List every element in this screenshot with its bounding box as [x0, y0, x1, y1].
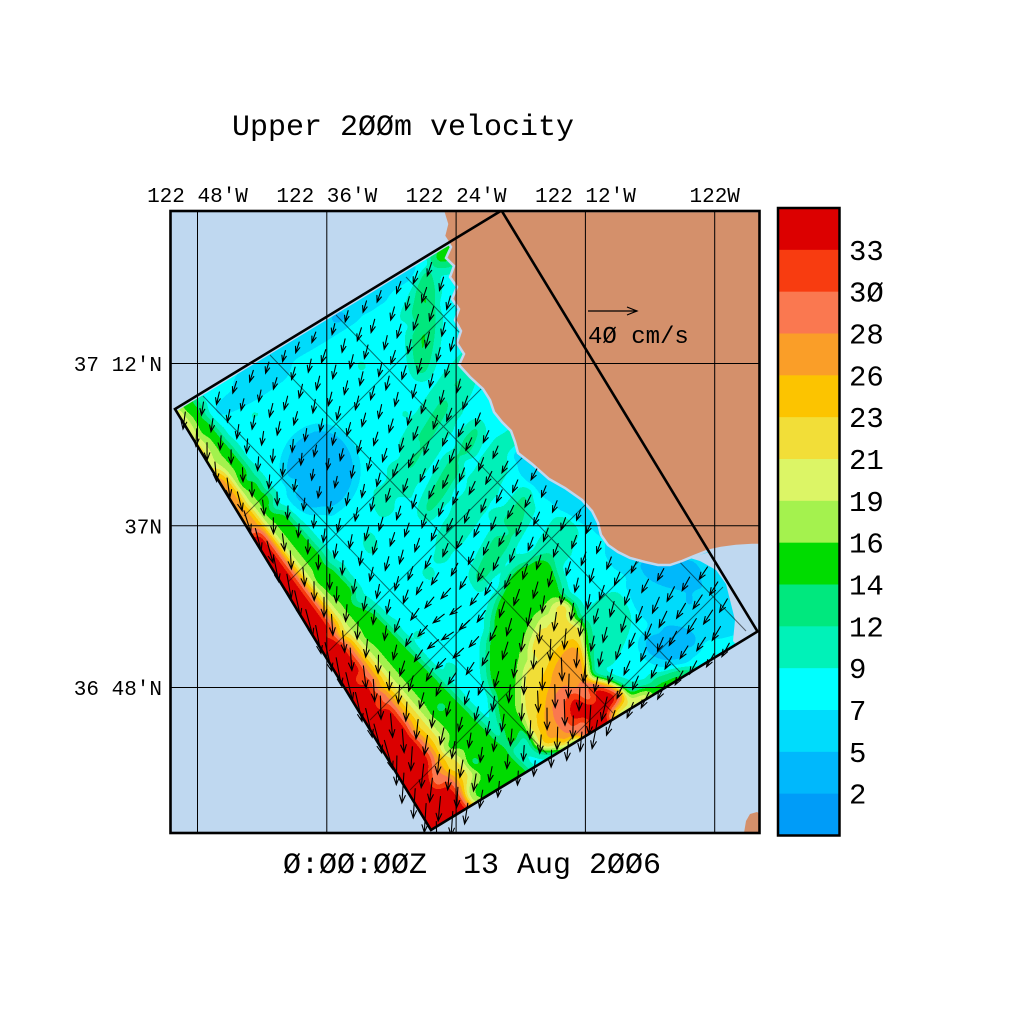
svg-text:21: 21 [849, 445, 884, 478]
svg-text:7: 7 [849, 696, 866, 729]
svg-text:14: 14 [849, 571, 884, 604]
svg-text:19: 19 [849, 487, 884, 520]
svg-text:12: 12 [849, 612, 884, 645]
svg-text:9: 9 [849, 654, 866, 687]
svg-text:2: 2 [849, 780, 866, 813]
svg-text:5: 5 [849, 738, 866, 771]
svg-text:37 12'N: 37 12'N [74, 355, 162, 378]
svg-text:23: 23 [849, 403, 884, 436]
svg-text:122 36'W: 122 36'W [276, 186, 377, 209]
svg-text:28: 28 [849, 320, 884, 353]
svg-text:26: 26 [849, 361, 884, 394]
svg-text:4Ø cm/s: 4Ø cm/s [588, 324, 689, 351]
svg-text:36 48'N: 36 48'N [74, 679, 162, 702]
svg-text:33: 33 [849, 236, 884, 269]
svg-text:Ø:ØØ:ØØZ 13 Aug 2ØØ6: Ø:ØØ:ØØZ 13 Aug 2ØØ6 [283, 849, 661, 883]
svg-text:3Ø: 3Ø [849, 278, 884, 311]
svg-text:122 24'W: 122 24'W [406, 186, 507, 209]
svg-text:16: 16 [849, 529, 884, 562]
svg-text:122 48'W: 122 48'W [147, 186, 248, 209]
svg-text:Upper 2ØØm velocity: Upper 2ØØm velocity [232, 111, 574, 145]
svg-text:122W: 122W [689, 186, 740, 209]
svg-text:122 12'W: 122 12'W [535, 186, 636, 209]
svg-text:37N: 37N [124, 517, 162, 540]
